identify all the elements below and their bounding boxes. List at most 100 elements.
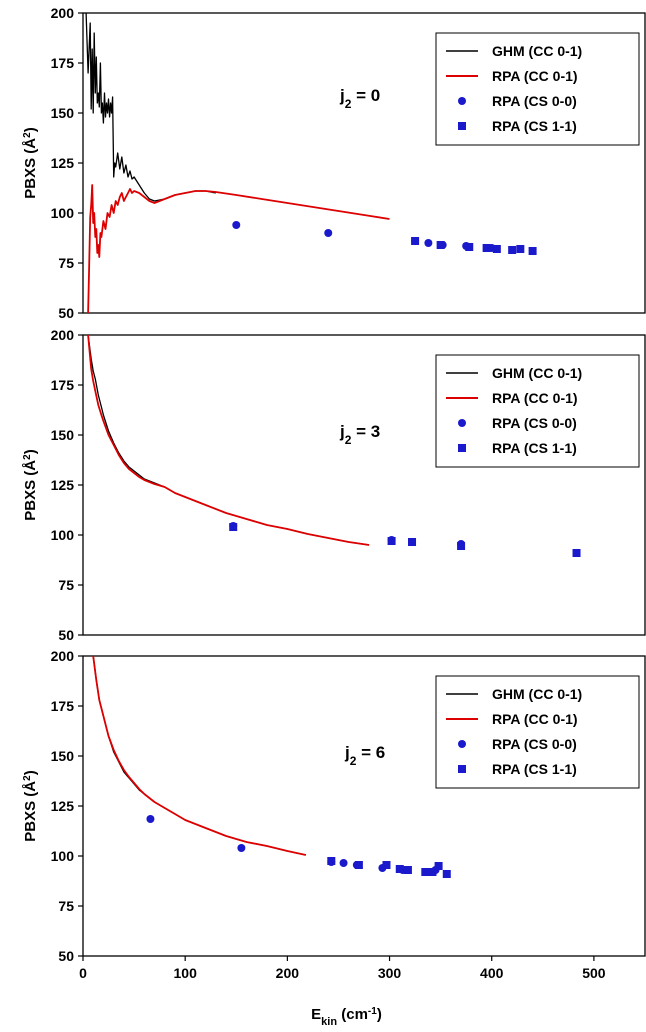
y-tick-label: 175 (51, 377, 75, 393)
series-point-circle (324, 229, 333, 237)
y-axis-label-main: PBXS (Å (22, 781, 39, 842)
x-tick-label: 400 (480, 965, 504, 981)
x-axis-label-mid: (cm (337, 1006, 368, 1023)
series-point-square (382, 861, 391, 869)
series-point-square (229, 523, 238, 531)
legend-label: RPA (CS 0-0) (492, 736, 577, 752)
y-tick-label: 125 (51, 798, 75, 814)
series-point-square (354, 861, 363, 869)
legend-swatch-circle (458, 740, 466, 748)
series-point-square (465, 243, 474, 251)
data-layer (87, 335, 581, 557)
y-axis-label-sup: 2 (22, 132, 33, 138)
x-tick-label: 0 (79, 965, 87, 981)
annotation-main: j (339, 422, 345, 441)
legend-label: RPA (CC 0-1) (492, 390, 578, 406)
series-point-square (434, 862, 443, 870)
legend: GHM (CC 0-1) RPA (CC 0-1) RPA (CS 0-0) RPA … (435, 354, 640, 468)
legend: GHM (CC 0-1) RPA (CC 0-1) RPA (CS 0-0) RPA … (435, 675, 640, 789)
legend-label: RPA (CC 0-1) (492, 711, 578, 727)
y-tick-label: 100 (51, 205, 75, 221)
data-layer (85, 13, 537, 313)
series-line-0 (85, 13, 216, 202)
series-line-1 (87, 184, 390, 313)
y-tick-label: 50 (58, 305, 74, 321)
y-axis-label-main: PBXS (Å (22, 138, 39, 199)
annotation-main: j (344, 743, 350, 762)
x-axis-label-main: E (311, 1006, 321, 1023)
series-point-circle (339, 859, 348, 867)
series-point-square (387, 537, 396, 545)
legend: GHM (CC 0-1) RPA (CC 0-1) RPA (CS 0-0) RPA … (435, 32, 640, 146)
y-axis-label-sup: 2 (22, 775, 33, 781)
legend-swatch-square (458, 444, 466, 452)
x-tick-label: 100 (174, 965, 198, 981)
legend-label: RPA (CS 1-1) (492, 761, 577, 777)
series-point-square (482, 244, 491, 252)
y-axis-label-main: PBXS (Å (22, 460, 39, 521)
legend-swatch-circle (458, 97, 466, 105)
legend-label: GHM (CC 0-1) (492, 365, 582, 381)
x-tick-label: 500 (582, 965, 606, 981)
legend-label: RPA (CS 0-0) (492, 415, 577, 431)
panel-annotation: j2 = 3 (339, 422, 380, 447)
series-line-1 (87, 335, 370, 546)
series-point-square (403, 866, 412, 874)
x-tick-label: 200 (276, 965, 300, 981)
legend-label: RPA (CS 0-0) (492, 93, 577, 109)
legend-swatch-square (458, 122, 466, 130)
y-tick-label: 125 (51, 155, 75, 171)
y-tick-label: 75 (58, 577, 74, 593)
x-axis-label-sub: kin (321, 1016, 337, 1028)
y-tick-label: 75 (58, 898, 74, 914)
y-tick-label: 200 (51, 5, 75, 21)
y-tick-label: 200 (51, 327, 75, 343)
y-axis-label-end: ) (22, 127, 39, 132)
series-point-square (492, 245, 501, 253)
series-point-square (457, 542, 466, 550)
series-point-circle (237, 844, 246, 852)
legend-label: RPA (CC 0-1) (492, 68, 578, 84)
y-tick-label: 150 (51, 105, 75, 121)
y-axis-label-sup: 2 (22, 454, 33, 460)
series-point-square (516, 245, 525, 253)
legend-label: RPA (CS 1-1) (492, 118, 577, 134)
series-point-square (436, 241, 445, 249)
y-tick-label: 150 (51, 748, 75, 764)
y-tick-label: 50 (58, 948, 74, 964)
y-tick-label: 175 (51, 698, 75, 714)
y-tick-label: 75 (58, 255, 74, 271)
series-point-square (408, 538, 417, 546)
series-point-square (528, 247, 537, 255)
panel-annotation: j2 = 0 (339, 86, 380, 111)
series-point-square (428, 868, 437, 876)
annotation-rest: = 3 (351, 422, 380, 441)
series-point-square (327, 857, 336, 865)
y-axis-label: PBXS (Å2) (22, 127, 40, 198)
y-tick-label: 175 (51, 55, 75, 71)
y-tick-label: 100 (51, 527, 75, 543)
legend-label: GHM (CC 0-1) (492, 686, 582, 702)
annotation-rest: = 0 (351, 86, 380, 105)
annotation-sub: 2 (345, 433, 352, 447)
series-point-square (411, 237, 420, 245)
series-line-1 (92, 656, 306, 856)
series-point-square (572, 549, 581, 557)
series-point-circle (146, 815, 155, 823)
panel-bottom: 50 75 100 125 150 175 200 0 100 200 300 400 500 PBXS … (22, 648, 646, 1028)
x-axis-label-end: ) (377, 1006, 382, 1023)
y-tick-label: 100 (51, 848, 75, 864)
legend-swatch-square (458, 765, 466, 773)
y-axis-label: PBXS (Å2) (22, 449, 40, 520)
y-axis-label-end: ) (22, 449, 39, 454)
data-layer (92, 656, 451, 878)
series-point-circle (424, 239, 433, 247)
annotation-sub: 2 (350, 754, 357, 768)
series-point-circle (232, 221, 241, 229)
annotation-sub: 2 (345, 97, 352, 111)
legend-label: RPA (CS 1-1) (492, 440, 577, 456)
series-point-square (421, 868, 430, 876)
